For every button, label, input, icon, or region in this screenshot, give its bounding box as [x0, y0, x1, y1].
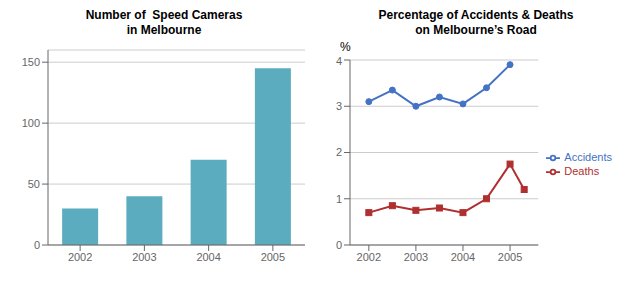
svg-text:0: 0 — [34, 239, 40, 251]
svg-text:2003: 2003 — [404, 251, 428, 263]
svg-text:0: 0 — [336, 239, 342, 251]
svg-text:2004: 2004 — [196, 251, 220, 263]
html-text:Percentage of Accidents & Deat: Percentage of Accidents & Deaths on Melb… — [378, 8, 574, 37]
html-text:Number of Speed Cameras in Mel: Number of Speed Cameras in Melbourne — [85, 8, 243, 37]
svg-text:2002: 2002 — [357, 251, 381, 263]
svg-text:4: 4 — [336, 55, 342, 67]
svg-text:2005: 2005 — [498, 251, 522, 263]
svg-text:2005: 2005 — [261, 251, 285, 263]
svg-text:2003: 2003 — [132, 251, 156, 263]
svg-text:50: 50 — [28, 178, 40, 190]
svg-text:2004: 2004 — [451, 251, 475, 263]
svg-text:2: 2 — [336, 146, 342, 158]
svg-text:150: 150 — [22, 56, 40, 68]
svg-text:100: 100 — [22, 117, 40, 129]
svg-text:1: 1 — [336, 193, 342, 205]
html-text:Accidents: Accidents — [564, 150, 612, 163]
html-text:Deaths: Deaths — [564, 165, 600, 177]
svg-text:2002: 2002 — [68, 251, 92, 263]
svg-text:3: 3 — [336, 100, 342, 112]
